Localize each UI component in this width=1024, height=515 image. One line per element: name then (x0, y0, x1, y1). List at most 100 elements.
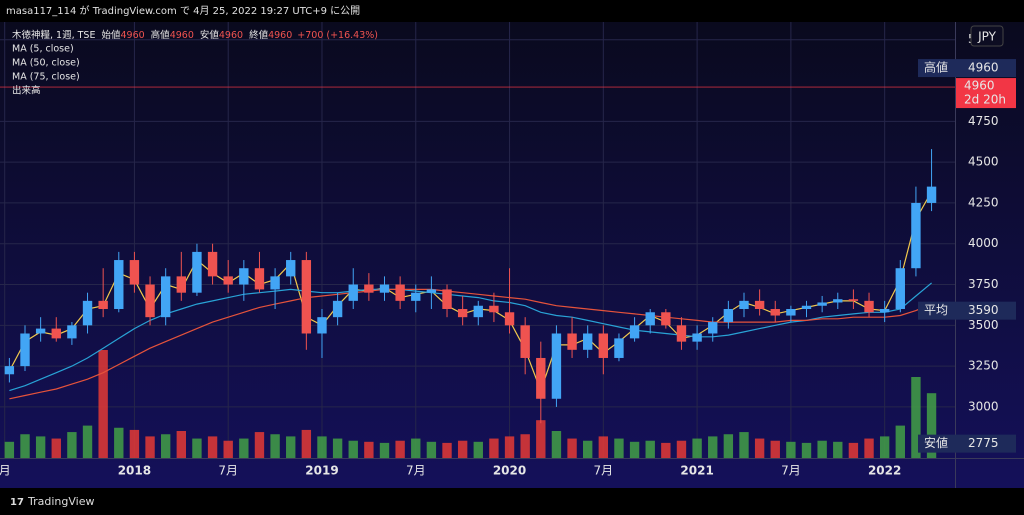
price-label-value: 4960 (968, 61, 999, 75)
candle-body (629, 325, 640, 339)
volume-bar (317, 436, 327, 458)
candle-body (567, 333, 577, 350)
candle-body (457, 309, 468, 318)
currency-button[interactable] (970, 25, 1004, 47)
volume-bar (645, 440, 655, 458)
quote-value: 4960 (268, 30, 292, 41)
volume-bar (379, 442, 390, 458)
candle-body (4, 366, 15, 375)
price-label-box (918, 59, 1016, 78)
x-tick-label: 7月 (781, 464, 801, 478)
candle-body (536, 357, 546, 399)
price-label-name: 高値 (924, 60, 948, 75)
candle-body (395, 284, 405, 301)
y-tick-label: 4750 (968, 114, 999, 128)
volume-bar (817, 440, 827, 458)
candle-body (379, 284, 390, 293)
y-tick-label: 3750 (968, 277, 999, 291)
candle-body (723, 309, 734, 323)
legend-entry: MA (50, close) (12, 58, 80, 69)
candle-body (67, 325, 77, 339)
volume-bar (567, 438, 577, 458)
candle-body (114, 260, 124, 310)
last-price-countdown: 2d 20h (964, 93, 1006, 107)
volume-bar (51, 438, 61, 458)
x-tick-label: 7月 (406, 464, 426, 478)
last-price-box (956, 78, 1016, 109)
candle-body (911, 202, 921, 269)
volume-bar (723, 434, 734, 458)
price-label-value: 3590 (968, 303, 999, 317)
candle-body (426, 289, 437, 293)
volume-bar (801, 442, 812, 458)
volume-bar (504, 436, 515, 458)
change: +700 (+16.43%) (297, 30, 378, 41)
candle-body (192, 251, 202, 293)
candle-body (176, 276, 186, 293)
quote-label: 終値 (249, 29, 269, 41)
candle-body (739, 300, 749, 310)
volume-bar (411, 438, 421, 458)
volume-bar (770, 440, 780, 458)
legend-entry: 出来高 (12, 85, 41, 97)
volume-bar (879, 436, 890, 458)
volume (4, 350, 937, 458)
candle-body (786, 309, 796, 316)
candle-body (614, 338, 624, 358)
volume-bar (160, 434, 171, 458)
price-label-value: 2775 (968, 436, 999, 450)
x-tick-label: 2019 (305, 464, 338, 478)
volume-bar (207, 436, 218, 458)
volume-bar (35, 436, 46, 458)
candle-body (895, 268, 905, 310)
quote-label: 安値 (200, 29, 220, 41)
last-price-value: 4960 (964, 79, 995, 93)
volume-bar (692, 438, 702, 458)
volume-bar (583, 440, 593, 458)
volume-bar (442, 442, 452, 458)
header: masa117_114 が TradingView.com で 4月 25, 2… (6, 4, 360, 17)
legend-entry: MA (5, close) (12, 44, 74, 55)
volume-bar (457, 440, 468, 458)
volume-bar (661, 442, 671, 458)
x-tick-label: 2020 (493, 464, 526, 478)
volume-bar (739, 432, 749, 458)
price-label-name: 安値 (924, 435, 948, 450)
volume-bar (911, 377, 921, 458)
footer: TradingView (27, 495, 94, 508)
candle-body (864, 300, 874, 313)
candle-body (129, 260, 140, 285)
volume-bar (364, 441, 374, 458)
candle-body (833, 299, 843, 303)
volume-bar (614, 438, 624, 458)
candle-body (20, 333, 30, 367)
volume-bar (4, 441, 15, 458)
candle-body (411, 292, 421, 301)
volume-bar (489, 438, 499, 458)
volume-bar (754, 438, 765, 458)
candle-body (645, 312, 655, 326)
candle-body (770, 309, 780, 316)
volume-bar (708, 436, 718, 458)
volume-bar (114, 427, 124, 458)
y-tick-label: 4250 (968, 195, 999, 209)
price-label-name: 平均 (924, 303, 948, 317)
currency-label[interactable]: JPY (977, 30, 997, 44)
ma-line (9, 288, 932, 400)
volume-bar (629, 441, 640, 458)
volume-bar (848, 442, 859, 458)
symbol: 木徳神糧, 1週, TSE 始値4960 高値4960 安値4960 終値4960 +70… (12, 29, 378, 41)
x-tick-label: 月 (0, 464, 11, 478)
candle-body (442, 289, 452, 310)
candle-body (708, 322, 718, 334)
y-tick-label: 4500 (968, 155, 999, 169)
volume-bar (598, 436, 609, 458)
volume-bar (833, 441, 843, 458)
volume-bar (301, 429, 312, 458)
candle-body (879, 309, 890, 313)
candle-body (676, 325, 687, 342)
volume-bar (223, 440, 233, 458)
x-tick-label: 2018 (118, 464, 151, 478)
candle-body (848, 299, 859, 301)
volume-bar (254, 432, 265, 458)
